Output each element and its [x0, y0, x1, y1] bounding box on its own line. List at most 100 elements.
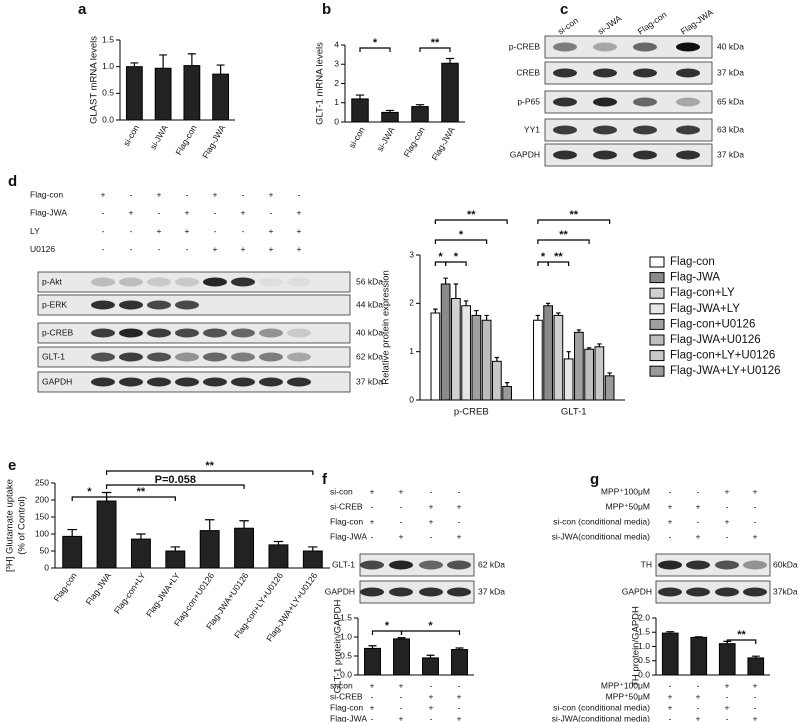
bar	[481, 319, 492, 401]
blot-band	[419, 587, 443, 597]
lane-label: Flag-con	[636, 9, 669, 36]
error-bar	[273, 540, 284, 545]
blot-band	[676, 150, 700, 160]
treatment-sign: +	[696, 501, 701, 511]
blot-label: YY1	[524, 124, 540, 134]
significance-label: *	[454, 251, 459, 263]
y-tick-label: 4	[334, 39, 339, 49]
treatment-sign: -	[242, 189, 245, 199]
panel-letter: g	[590, 471, 599, 488]
bar	[62, 535, 83, 569]
treatment-sign: +	[297, 208, 302, 218]
blot-band	[389, 587, 413, 597]
blot-size: 37 kDa	[717, 67, 744, 77]
x-tick-label: Flag-con+LY	[112, 570, 148, 615]
treatment-sign: -	[158, 208, 161, 218]
panel-letter: d	[8, 173, 17, 190]
error-bar	[67, 528, 77, 537]
blot-band	[676, 68, 700, 78]
treatment-sign: +	[668, 516, 673, 526]
error-bar	[368, 645, 377, 649]
legend-label: Flag-con+U0126	[670, 318, 755, 330]
treatment-sign: +	[370, 702, 375, 712]
treatment-sign: -	[458, 702, 461, 712]
bar	[199, 530, 220, 569]
blot-band	[231, 277, 255, 287]
significance-bracket	[419, 47, 451, 52]
bar	[154, 67, 172, 121]
lane-label: si-con	[556, 15, 581, 36]
treatment-label: Flag-con	[330, 516, 363, 526]
y-tick-label: 1	[409, 346, 414, 356]
treatment-sign: -	[400, 691, 403, 701]
bar	[302, 550, 323, 569]
error-bar	[187, 53, 196, 66]
blot-strip	[37, 271, 351, 293]
blot-label: CREB	[516, 67, 540, 77]
significance-label: *	[87, 486, 92, 498]
treatment-sign: -	[697, 516, 700, 526]
error-bar	[484, 314, 489, 321]
blot-band	[147, 300, 171, 310]
treatment-sign: +	[213, 189, 218, 199]
y-tick-label: 0	[409, 394, 414, 404]
legend-swatch	[649, 272, 665, 284]
treatment-label: MPP⁺50μM	[606, 501, 650, 511]
y-axis-label: GLT-1 protein/GAPDH	[333, 599, 344, 693]
significance-label: **	[569, 209, 578, 221]
blot-band	[593, 125, 617, 135]
treatment-sign: -	[754, 691, 757, 701]
y-tick-label: 200	[35, 494, 49, 504]
blot-band	[389, 560, 413, 570]
blot-band	[259, 328, 283, 338]
treatment-sign: +	[213, 244, 218, 254]
treatment-sign: +	[269, 244, 274, 254]
blot-band	[175, 300, 199, 310]
bar	[492, 360, 502, 401]
treatment-sign: -	[186, 244, 189, 254]
treatment-sign: +	[370, 486, 375, 496]
legend-swatch	[649, 303, 665, 315]
error-bar	[455, 647, 464, 650]
treatment-sign: -	[400, 516, 403, 526]
y-tick-label: 2	[334, 78, 339, 88]
error-bar	[556, 312, 561, 316]
treatment-sign: -	[669, 713, 672, 722]
error-bar	[159, 54, 168, 69]
blot-band	[91, 377, 115, 387]
treatment-sign: -	[130, 189, 133, 199]
significance-label: **	[554, 251, 563, 263]
blot-band	[175, 352, 199, 362]
legend-label: Flag-con+LY+U0126	[670, 350, 775, 362]
x-tick-label: Flag-JWA	[200, 123, 227, 160]
error-bar	[308, 546, 318, 551]
blot-label: GAPDH	[42, 376, 72, 386]
y-tick-label: 1	[334, 97, 339, 107]
treatment-sign: -	[298, 189, 301, 199]
blot-band	[419, 560, 443, 570]
treatment-sign: -	[754, 501, 757, 511]
panel-letter: e	[8, 457, 16, 474]
error-bar	[474, 309, 479, 316]
treatment-label: si-JWA(conditional media)	[552, 531, 651, 541]
x-tick-label: si-con	[121, 123, 141, 148]
error-bar	[694, 636, 703, 638]
treatment-sign: -	[726, 501, 729, 511]
treatment-sign: +	[129, 208, 134, 218]
treatment-sign: -	[371, 531, 374, 541]
legend-swatch	[649, 350, 665, 362]
treatment-sign: +	[157, 226, 162, 236]
treatment-sign: -	[214, 208, 217, 218]
y-tick-label: 1.5	[340, 612, 352, 622]
treatment-label: si-con (conditional media)	[553, 702, 650, 712]
y-tick-label: 1.5	[102, 34, 114, 44]
treatment-label: si-CREB	[330, 691, 363, 701]
legend-swatch	[649, 287, 665, 299]
treatment-sign: -	[726, 713, 729, 722]
error-bar	[545, 302, 551, 306]
error-bar	[586, 347, 592, 350]
blot-band	[360, 560, 384, 570]
y-tick-label: 1.0	[102, 61, 114, 71]
treatment-label: MPP⁺100μM	[601, 680, 650, 690]
treatment-sign: +	[157, 189, 162, 199]
